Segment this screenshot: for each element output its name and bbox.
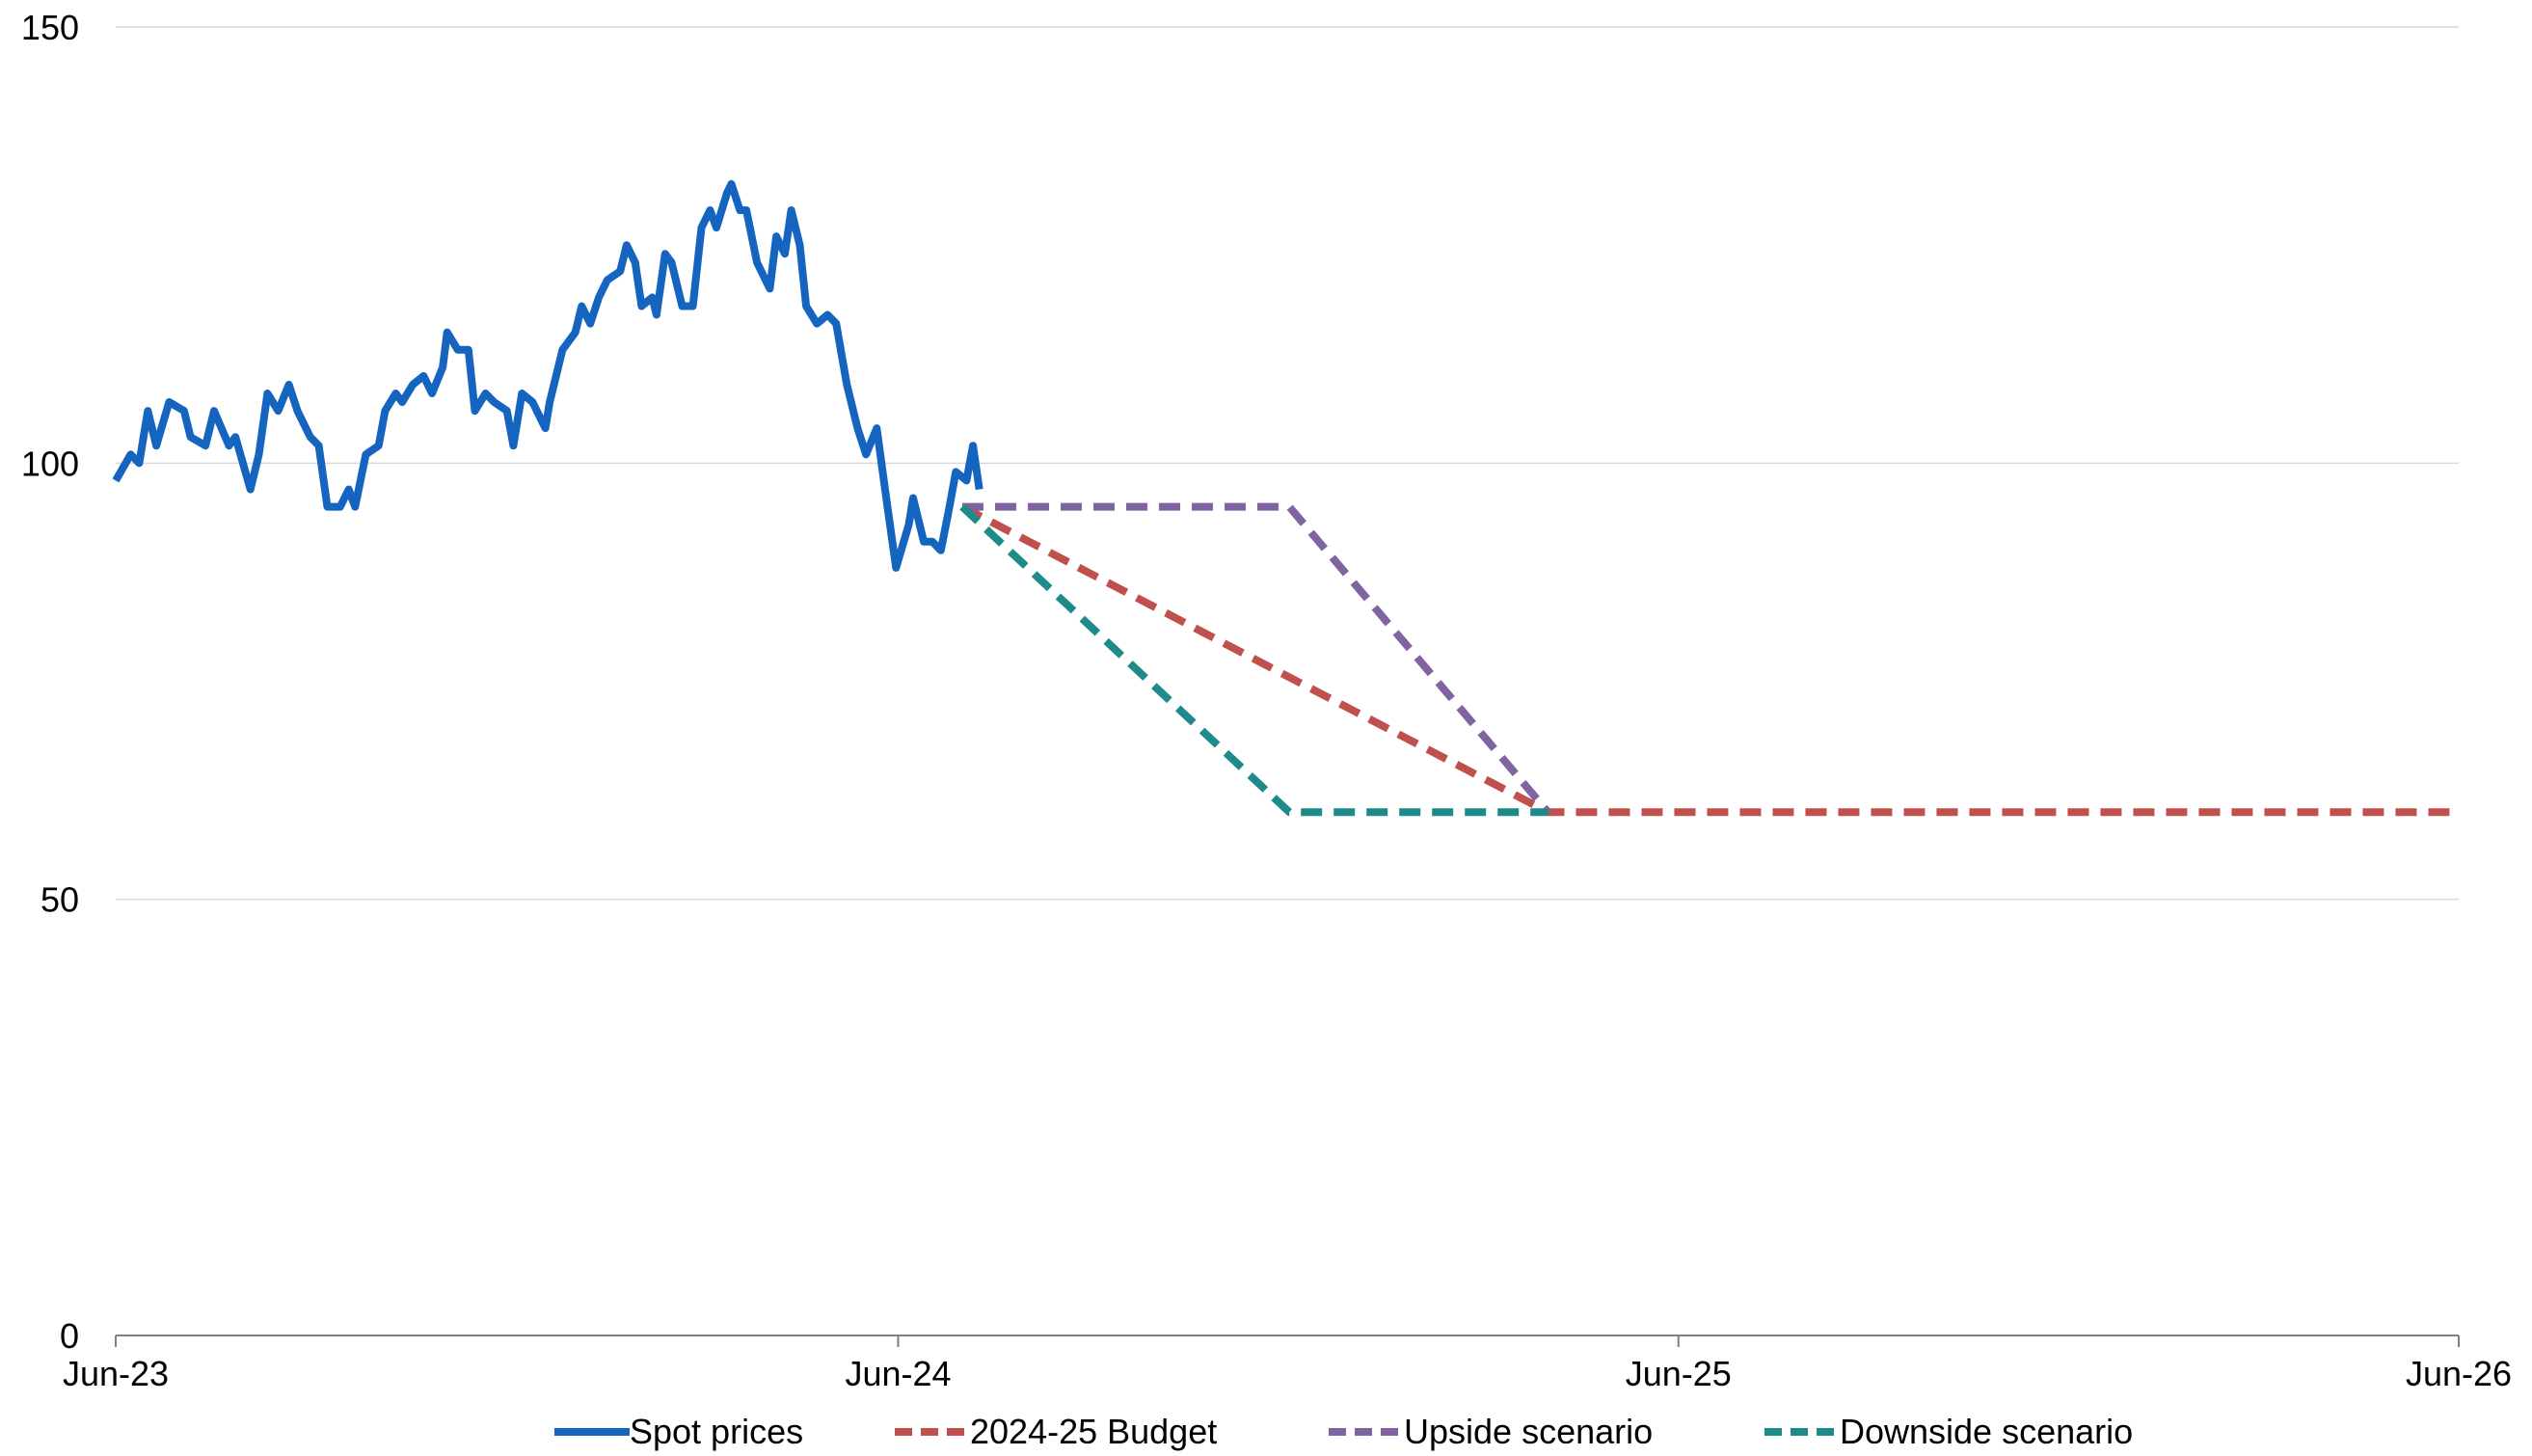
legend-label: Upside scenario: [1404, 1412, 1653, 1451]
legend-label: 2024-25 Budget: [970, 1412, 1217, 1451]
series-line-upside-scenario: [962, 502, 1551, 815]
y-tick-label: 150: [21, 8, 79, 47]
legend-label: Downside scenario: [1840, 1412, 2133, 1451]
series-line-spot-prices: [112, 179, 983, 572]
x-tick-label: Jun-24: [845, 1354, 951, 1393]
series-line-downside-scenario: [959, 503, 1549, 817]
x-tick-label: Jun-23: [63, 1354, 169, 1393]
y-axis: 0 50 100 150: [21, 8, 79, 1356]
y-tick-label: 0: [60, 1316, 79, 1356]
y-tick-label: 100: [21, 444, 79, 483]
legend-label: Spot prices: [630, 1412, 803, 1451]
y-tick-label: 50: [40, 880, 79, 920]
plot-area: [112, 179, 2459, 817]
series-line-2024-25-budget: [960, 503, 2459, 817]
gridlines: [116, 26, 2459, 901]
legend: Spot prices 2024-25 Budget Upside scenario…: [554, 1412, 2133, 1451]
x-tick-label: Jun-26: [2406, 1354, 2512, 1393]
x-tick-label: Jun-25: [1626, 1354, 1732, 1393]
x-axis: Jun-23 Jun-24 Jun-25 Jun-26: [63, 1335, 2512, 1393]
